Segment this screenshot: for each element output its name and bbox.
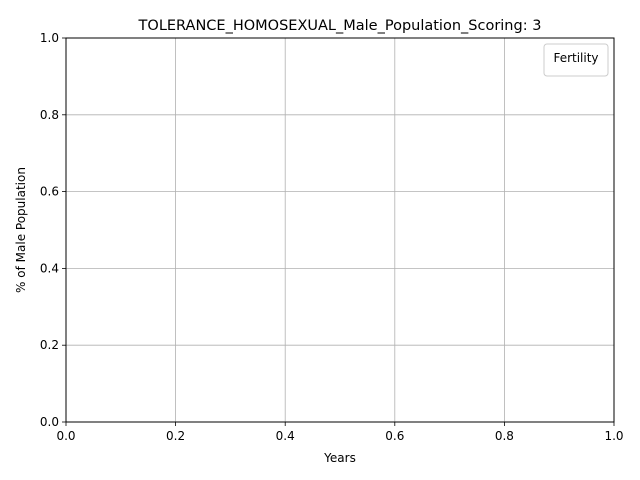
y-tick-label: 0.2 <box>40 338 59 352</box>
x-tick-label: 0.2 <box>166 429 185 443</box>
y-tick-label: 0.8 <box>40 108 59 122</box>
y-tick-label: 0.6 <box>40 185 59 199</box>
x-axis-ticks: 0.0 0.2 0.4 0.6 0.8 1.0 <box>56 422 624 443</box>
x-tick-label: 0.6 <box>385 429 404 443</box>
legend-box <box>543 43 609 77</box>
x-tick-label: 0.4 <box>276 429 295 443</box>
y-axis-ticks: 0.0 0.2 0.4 0.6 0.8 1.0 <box>40 31 66 429</box>
y-axis-label: % of Male Population <box>14 167 28 293</box>
legend: Fertility <box>543 43 609 77</box>
x-tick-label: 1.0 <box>604 429 623 443</box>
plot-area <box>65 37 615 423</box>
x-tick-label: 0.8 <box>495 429 514 443</box>
y-tick-label: 1.0 <box>40 31 59 45</box>
grid-lines <box>65 37 615 423</box>
chart-title: TOLERANCE_HOMOSEXUAL_Male_Population_Sco… <box>138 18 542 34</box>
y-tick-label: 0.0 <box>40 415 59 429</box>
x-tick-label: 0.0 <box>56 429 75 443</box>
legend-title: Fertility <box>553 51 598 65</box>
y-tick-label: 0.4 <box>40 261 59 275</box>
x-axis-label: Years <box>323 451 356 465</box>
